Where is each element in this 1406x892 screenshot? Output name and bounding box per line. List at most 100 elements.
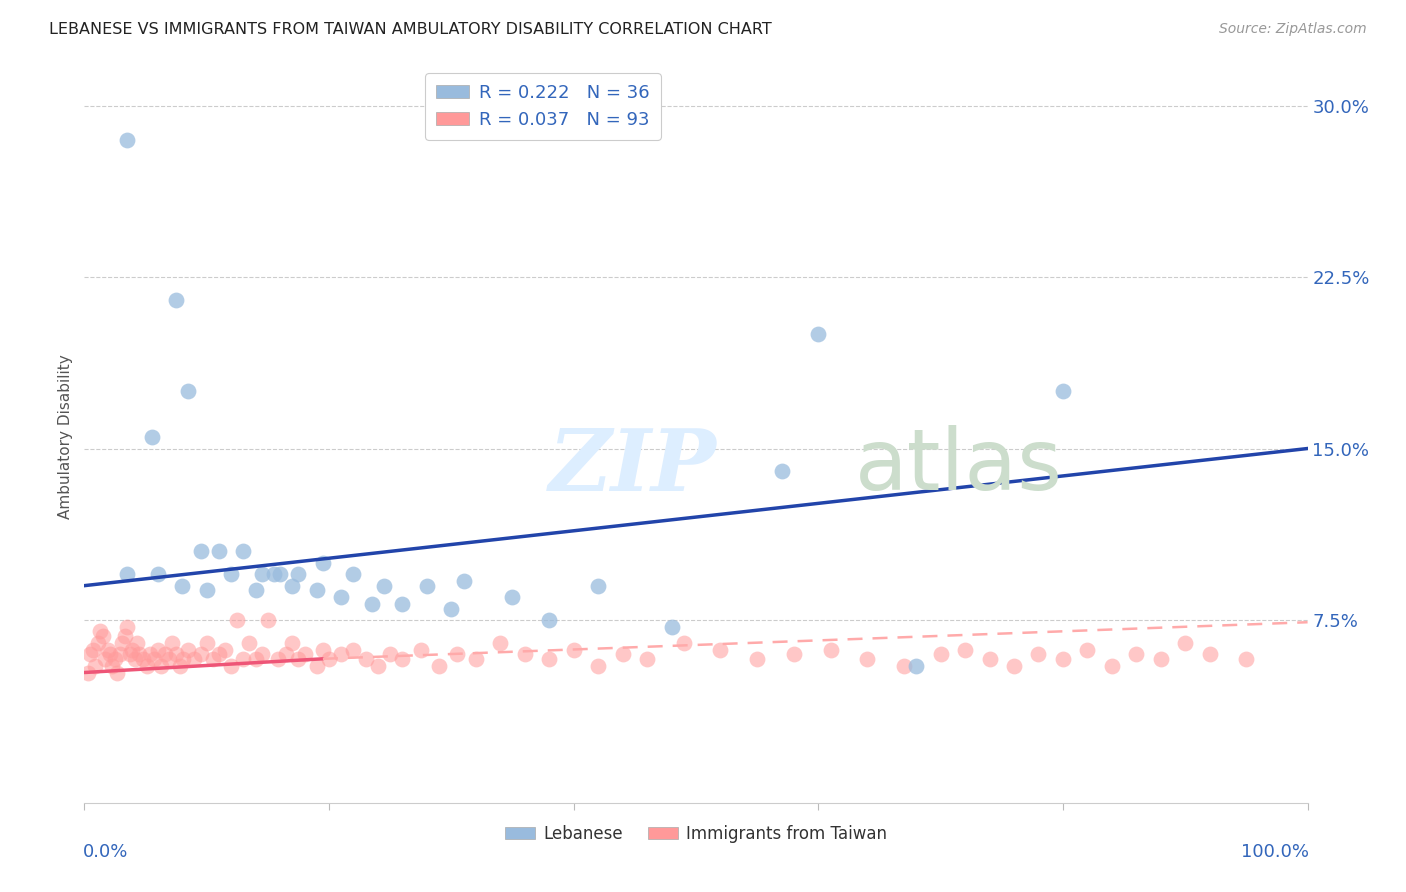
Point bbox=[143, 652, 166, 666]
Point bbox=[84, 658, 107, 673]
Point bbox=[1052, 652, 1074, 666]
Point bbox=[783, 647, 806, 661]
Y-axis label: Ambulatory Disability: Ambulatory Disability bbox=[58, 355, 73, 519]
Point bbox=[146, 642, 169, 657]
Point bbox=[330, 590, 353, 604]
Point bbox=[330, 647, 353, 661]
Point bbox=[1052, 384, 1074, 399]
Point bbox=[1150, 652, 1173, 666]
Point bbox=[489, 636, 512, 650]
Point bbox=[219, 658, 242, 673]
Point bbox=[276, 647, 298, 661]
Point bbox=[157, 652, 180, 666]
Point bbox=[177, 384, 200, 399]
Point bbox=[1198, 647, 1220, 661]
Legend: Lebanese, Immigrants from Taiwan: Lebanese, Immigrants from Taiwan bbox=[498, 818, 894, 849]
Point bbox=[87, 636, 110, 650]
Point bbox=[79, 647, 101, 661]
Point bbox=[190, 647, 212, 661]
Point bbox=[305, 583, 328, 598]
Point bbox=[672, 636, 695, 650]
Point bbox=[391, 652, 413, 666]
Text: ZIP: ZIP bbox=[550, 425, 717, 508]
Point bbox=[128, 647, 150, 661]
Point bbox=[98, 647, 121, 661]
Point bbox=[661, 620, 683, 634]
Point bbox=[245, 583, 267, 598]
Point bbox=[409, 642, 432, 657]
Point bbox=[380, 647, 402, 661]
Point bbox=[101, 658, 124, 673]
Point bbox=[1236, 652, 1258, 666]
Point bbox=[250, 567, 273, 582]
Point bbox=[150, 658, 173, 673]
Point bbox=[538, 652, 561, 666]
Point bbox=[266, 652, 288, 666]
Point bbox=[305, 658, 328, 673]
Point bbox=[105, 665, 128, 680]
Point bbox=[360, 597, 382, 611]
Point bbox=[502, 590, 524, 604]
Point bbox=[146, 567, 169, 582]
Point bbox=[391, 597, 413, 611]
Point bbox=[108, 647, 131, 661]
Point bbox=[979, 652, 1001, 666]
Point bbox=[82, 642, 104, 657]
Point bbox=[97, 642, 120, 657]
Point bbox=[636, 652, 658, 666]
Point bbox=[263, 567, 285, 582]
Point bbox=[453, 574, 475, 588]
Point bbox=[257, 613, 280, 627]
Point bbox=[238, 636, 260, 650]
Point bbox=[287, 567, 309, 582]
Point bbox=[195, 583, 218, 598]
Point bbox=[513, 647, 536, 661]
Point bbox=[201, 652, 224, 666]
Point bbox=[208, 544, 231, 558]
Point bbox=[312, 556, 335, 570]
Point bbox=[367, 658, 389, 673]
Point bbox=[342, 642, 364, 657]
Point bbox=[115, 567, 138, 582]
Point bbox=[281, 636, 304, 650]
Point bbox=[232, 652, 254, 666]
Point bbox=[89, 624, 111, 639]
Point bbox=[856, 652, 879, 666]
Point bbox=[115, 133, 138, 147]
Point bbox=[111, 636, 134, 650]
Point bbox=[538, 613, 561, 627]
Point bbox=[373, 579, 395, 593]
Point bbox=[427, 658, 450, 673]
Point bbox=[1125, 647, 1147, 661]
Point bbox=[287, 652, 309, 666]
Point bbox=[139, 647, 162, 661]
Point bbox=[1002, 658, 1025, 673]
Text: LEBANESE VS IMMIGRANTS FROM TAIWAN AMBULATORY DISABILITY CORRELATION CHART: LEBANESE VS IMMIGRANTS FROM TAIWAN AMBUL… bbox=[49, 22, 772, 37]
Point bbox=[172, 579, 194, 593]
Point bbox=[141, 430, 163, 444]
Point bbox=[195, 636, 218, 650]
Point bbox=[177, 642, 200, 657]
Point bbox=[807, 327, 830, 342]
Point bbox=[905, 658, 928, 673]
Text: 0.0%: 0.0% bbox=[83, 843, 128, 861]
Point bbox=[586, 658, 609, 673]
Point bbox=[612, 647, 634, 661]
Point bbox=[91, 629, 114, 643]
Point bbox=[219, 567, 242, 582]
Point bbox=[124, 652, 146, 666]
Point bbox=[214, 642, 236, 657]
Point bbox=[153, 647, 176, 661]
Point bbox=[165, 293, 187, 307]
Point bbox=[953, 642, 976, 657]
Point bbox=[747, 652, 769, 666]
Point bbox=[820, 642, 842, 657]
Point bbox=[929, 647, 952, 661]
Point bbox=[446, 647, 468, 661]
Point bbox=[162, 636, 184, 650]
Point bbox=[416, 579, 439, 593]
Point bbox=[562, 642, 585, 657]
Text: atlas: atlas bbox=[855, 425, 1063, 508]
Point bbox=[226, 613, 249, 627]
Point bbox=[104, 652, 127, 666]
